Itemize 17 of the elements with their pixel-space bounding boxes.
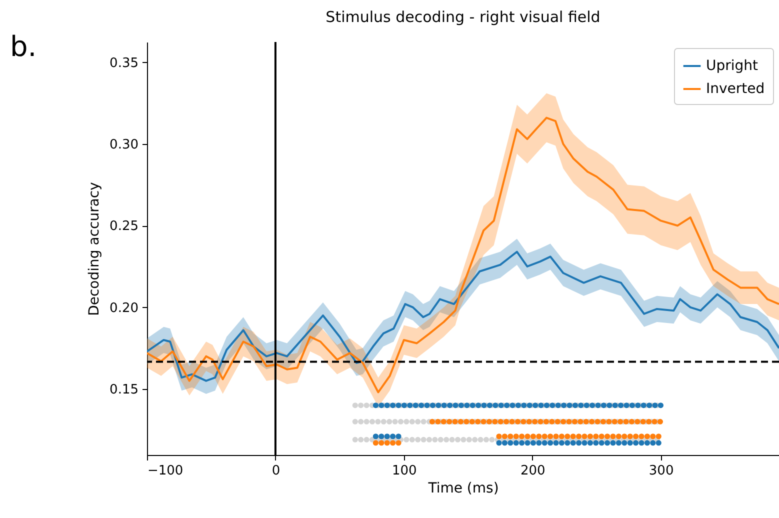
x-tick-label: 0 — [272, 464, 280, 478]
y-axis-title: Decoding accuracy — [86, 182, 103, 316]
line-series — [147, 250, 779, 382]
legend-label: Inverted — [706, 81, 765, 97]
x-tick-label: 200 — [520, 464, 546, 478]
y-tick-label: 0.15 — [110, 382, 138, 398]
y-tick-label: 0.20 — [110, 300, 138, 316]
y-tick-label: 0.30 — [110, 137, 138, 152]
x-axis-title: Time (ms) — [427, 480, 499, 496]
x-tick-label: 300 — [648, 464, 674, 478]
text: b. — [10, 30, 37, 63]
x-tick-label: 100 — [392, 464, 417, 478]
legend-label: Upright — [706, 58, 759, 74]
y-tick-label: 0.35 — [110, 56, 138, 71]
x-tick-label: −100 — [148, 464, 184, 478]
y-tick-label: 0.25 — [110, 219, 138, 234]
chart-title: Stimulus decoding - right visual field — [326, 8, 600, 26]
